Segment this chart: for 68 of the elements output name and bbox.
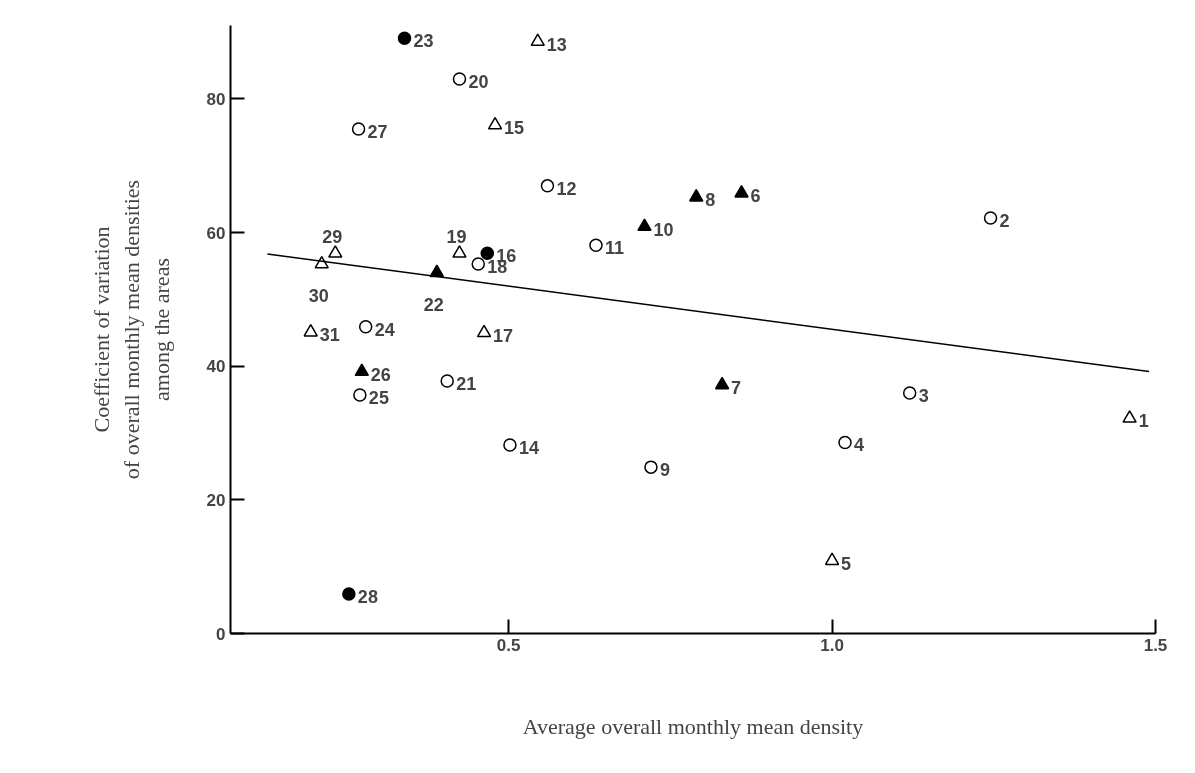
y-tick-label: 20: [206, 490, 226, 510]
x-tick-label: 1.0: [820, 635, 844, 655]
y-tick-label: 40: [206, 357, 226, 377]
point: [983, 211, 998, 225]
point: [440, 374, 454, 388]
x-axis-title: Average overall monthly mean density: [522, 713, 864, 739]
annotation: 11: [604, 238, 624, 259]
point: [452, 72, 467, 86]
point: [540, 179, 555, 193]
annotation: 12: [556, 178, 577, 199]
point: [351, 122, 366, 136]
annotation: 9: [659, 460, 670, 481]
annotation: 10: [653, 219, 674, 240]
point: [902, 386, 917, 400]
y-tick-label: 60: [206, 223, 226, 243]
x-tick-label: 0.5: [496, 635, 521, 655]
annotation: 21: [456, 373, 477, 394]
annotation: 4: [854, 435, 865, 456]
annotation: 25: [368, 387, 389, 408]
y-tick-label: 0: [216, 624, 226, 644]
point: [824, 552, 840, 566]
point: [530, 33, 546, 47]
point: [714, 376, 730, 390]
annotation: 22: [423, 294, 444, 315]
point: [452, 245, 467, 258]
point: [358, 320, 373, 334]
annotation: 19: [446, 227, 467, 248]
point: [688, 188, 704, 202]
annotation: 27: [367, 122, 388, 143]
annotation: 23: [413, 31, 434, 52]
annotation: 15: [504, 118, 525, 139]
annotation: 6: [750, 186, 761, 207]
y-axis-title: Coefficient of variation of overall monthly mean densities among the areas: [88, 179, 174, 480]
annotation: 28: [357, 587, 378, 608]
annotation: 17: [493, 325, 514, 346]
annotation: 7: [731, 377, 742, 398]
point: [353, 388, 367, 402]
point: [503, 438, 517, 452]
annotation: 14: [518, 438, 539, 459]
annotation: 5: [841, 553, 852, 574]
annotation: 13: [546, 34, 567, 55]
annotation: 24: [374, 319, 395, 340]
point: [838, 435, 852, 450]
annotation: 26: [370, 364, 391, 385]
annotation: 29: [322, 227, 343, 248]
point: [471, 257, 485, 271]
point: [328, 245, 343, 258]
point: [487, 116, 503, 130]
point: [734, 184, 749, 198]
point: [397, 31, 412, 45]
point: [354, 363, 370, 377]
annotation: 30: [308, 286, 329, 307]
annotation: 1: [1138, 411, 1149, 432]
x-tick-label: 1.5: [1143, 635, 1168, 655]
point: [1122, 410, 1137, 423]
annotation: 2: [999, 210, 1010, 231]
annotation: 20: [468, 71, 489, 92]
point: [303, 323, 318, 337]
annotation: 8: [705, 190, 716, 211]
point: [637, 218, 652, 232]
annotation: 3: [918, 385, 929, 406]
point: [342, 587, 356, 601]
point: [476, 324, 492, 338]
y-tick-label: 80: [206, 89, 226, 109]
point: [644, 460, 658, 474]
annotation: 31: [319, 325, 340, 346]
point: [589, 238, 603, 253]
point: [480, 246, 495, 261]
